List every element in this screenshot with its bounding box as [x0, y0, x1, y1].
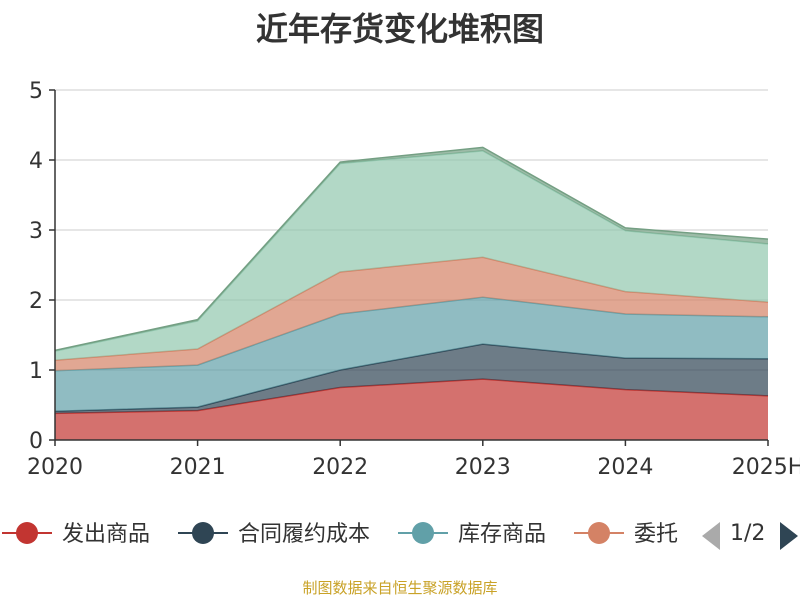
legend-marker [412, 522, 434, 544]
y-tick-label: 2 [29, 289, 43, 314]
y-tick-label: 3 [29, 219, 43, 244]
legend-item-label: 委托 [634, 522, 678, 547]
area-series-0 [55, 379, 768, 440]
legend-item-label: 库存商品 [458, 522, 546, 547]
x-tick-label: 2022 [312, 455, 368, 480]
y-tick-label: 4 [29, 149, 43, 174]
y-tick-label: 5 [29, 79, 43, 104]
series-line-5 [54, 146, 769, 352]
legend-marker [192, 522, 214, 544]
legend-page-indicator: 1/2 [730, 521, 766, 546]
legend-item-label: 发出商品 [62, 522, 150, 547]
chevron-left-icon[interactable] [702, 522, 720, 550]
legend-marker [588, 522, 610, 544]
x-tick-label: 2024 [597, 455, 653, 480]
x-tick-label: 2020 [27, 455, 83, 480]
legend-marker [16, 522, 38, 544]
area-series-3 [55, 257, 768, 371]
chart-title: 近年存货变化堆积图 [255, 10, 544, 48]
area-series-4 [55, 150, 768, 361]
y-tick-label: 1 [29, 359, 43, 384]
y-tick-label: 0 [29, 429, 43, 454]
area-series-1 [55, 344, 768, 414]
x-tick-label: 2021 [170, 455, 226, 480]
legend-item-label: 合同履约成本 [238, 522, 370, 547]
chevron-right-icon[interactable] [780, 522, 798, 550]
source-note: 制图数据来自恒生聚源数据库 [302, 579, 498, 597]
x-tick-label: 2023 [455, 455, 511, 480]
area-series-2 [55, 297, 768, 412]
legend-pager: 1/2 [700, 518, 800, 552]
x-tick-label: 2025H [732, 455, 800, 480]
